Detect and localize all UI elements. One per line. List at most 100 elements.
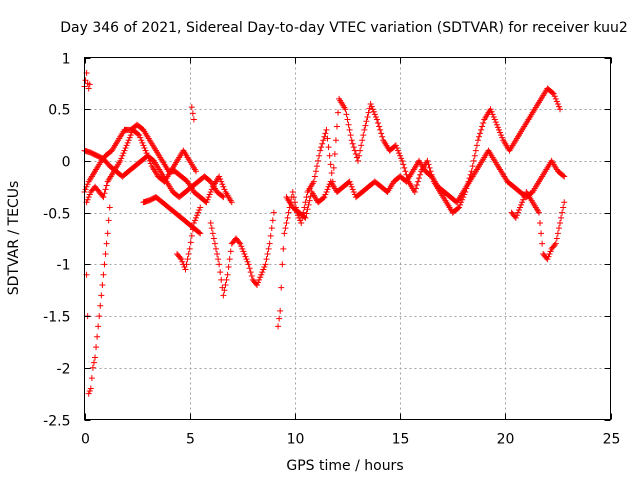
data-point <box>147 160 154 167</box>
data-point <box>143 150 150 157</box>
data-point <box>279 261 286 268</box>
data-point <box>302 199 309 206</box>
data-point <box>549 89 556 96</box>
data-point <box>392 142 399 149</box>
data-point <box>330 164 337 171</box>
data-point <box>217 176 224 183</box>
data-point <box>225 263 232 270</box>
data-point <box>85 390 92 397</box>
data-point <box>255 279 262 286</box>
data-point <box>195 209 202 216</box>
data-point <box>207 188 214 195</box>
data-point <box>266 240 273 247</box>
data-point <box>331 151 338 158</box>
data-point <box>357 147 364 154</box>
data-point <box>473 142 480 149</box>
data-point <box>552 240 559 247</box>
data-point <box>348 183 355 190</box>
y-axis-label: SDTVAR / TECUs <box>6 181 22 296</box>
data-point <box>396 150 403 157</box>
data-point <box>352 151 359 158</box>
data-point <box>276 315 283 322</box>
data-point <box>561 173 568 180</box>
data-point <box>177 254 184 261</box>
data-point <box>216 173 223 180</box>
data-point <box>146 157 153 164</box>
data-point <box>320 194 327 201</box>
data-point <box>267 232 274 239</box>
series-track-c <box>83 126 200 206</box>
data-point <box>327 161 334 168</box>
data-point <box>377 126 384 133</box>
data-point <box>367 101 374 108</box>
data-point <box>335 109 342 116</box>
data-point <box>141 145 148 151</box>
data-point <box>183 261 190 268</box>
data-point <box>204 196 211 203</box>
data-point <box>187 239 194 246</box>
data-point <box>350 144 357 151</box>
data-point <box>554 101 561 108</box>
data-point <box>557 106 564 113</box>
data-point <box>550 90 557 97</box>
data-point <box>456 204 463 211</box>
data-point <box>363 118 370 125</box>
data-point <box>89 364 96 371</box>
data-point <box>221 186 228 193</box>
data-point <box>86 81 93 88</box>
data-point <box>371 111 378 118</box>
x-tick-label: 20 <box>497 432 515 448</box>
data-point <box>247 269 254 276</box>
data-point <box>488 108 495 115</box>
data-point <box>348 137 355 144</box>
data-point <box>213 245 219 252</box>
data-point <box>343 111 350 118</box>
data-point <box>393 145 400 151</box>
data-point <box>211 240 218 247</box>
data-point <box>551 241 558 248</box>
data-point <box>323 188 330 195</box>
data-point <box>301 204 308 211</box>
data-point <box>518 201 525 208</box>
data-point <box>218 276 225 283</box>
data-point <box>517 204 524 211</box>
data-point <box>369 106 376 113</box>
grid-lines <box>84 57 611 420</box>
data-point <box>178 256 185 263</box>
data-point <box>185 251 192 258</box>
data-point <box>400 161 407 168</box>
data-point <box>477 130 484 137</box>
x-axis-label: GPS time / hours <box>286 458 403 474</box>
data-point <box>236 239 243 246</box>
data-point <box>311 173 318 180</box>
data-point <box>325 144 332 151</box>
data-point <box>362 122 369 129</box>
data-point <box>222 282 229 289</box>
data-point <box>101 261 108 268</box>
data-point <box>99 282 106 289</box>
data-point <box>416 175 423 182</box>
data-point <box>417 171 424 178</box>
data-point <box>321 194 328 201</box>
series-track-i <box>207 209 277 299</box>
data-point <box>126 134 133 141</box>
data-point <box>303 194 310 201</box>
data-point <box>535 209 542 216</box>
data-point <box>238 243 245 250</box>
data-point <box>264 251 271 258</box>
y-tick-label: -1.5 <box>43 310 70 326</box>
data-point <box>237 240 244 247</box>
data-point <box>469 163 476 170</box>
data-point <box>379 133 386 140</box>
data-point <box>539 240 546 247</box>
data-point <box>359 137 366 144</box>
data-point <box>209 230 216 237</box>
data-point <box>285 209 292 216</box>
data-point <box>206 191 213 198</box>
data-point <box>241 251 248 258</box>
data-point <box>494 124 501 131</box>
data-point <box>82 186 89 193</box>
data-point <box>86 191 93 198</box>
data-point <box>333 123 340 130</box>
series-track-f <box>140 194 204 237</box>
